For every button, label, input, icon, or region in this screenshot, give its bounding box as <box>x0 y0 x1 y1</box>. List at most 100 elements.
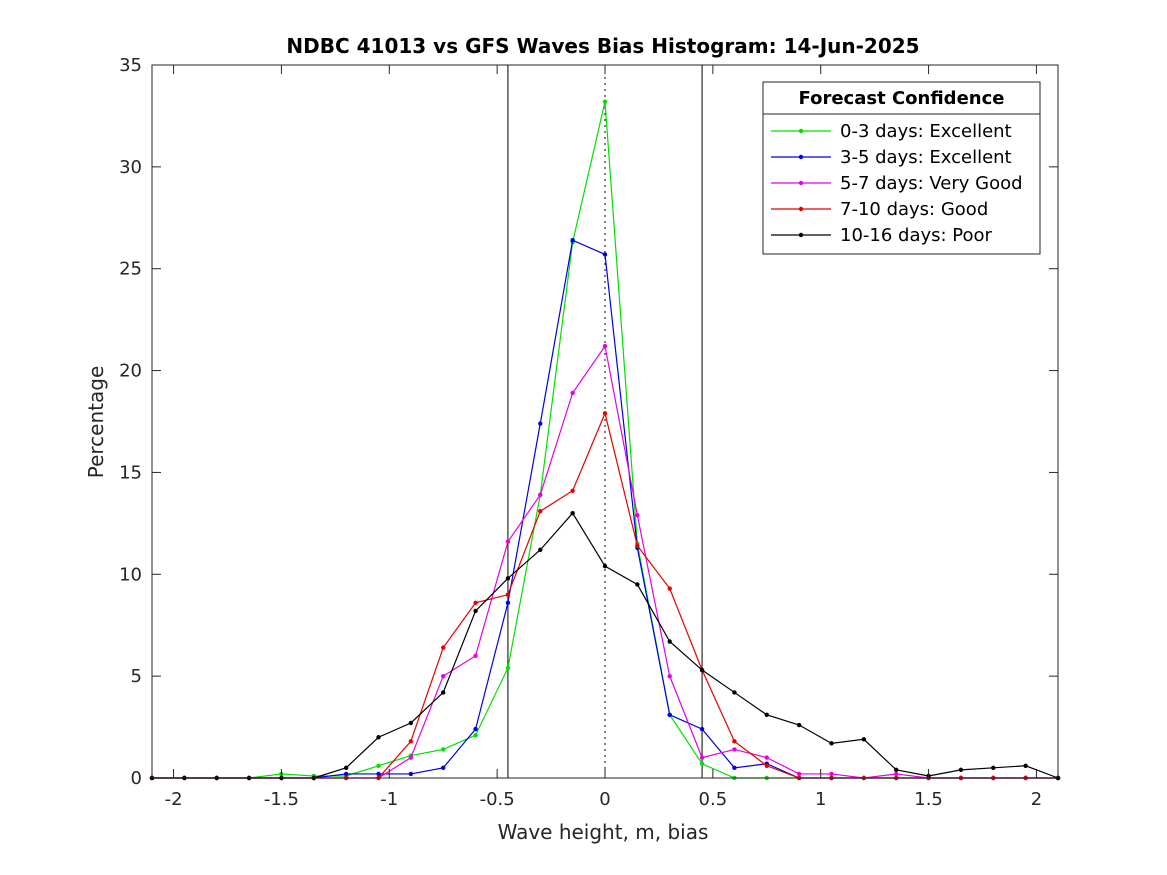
x-axis-label: Wave height, m, bias <box>498 820 709 844</box>
legend-swatch-marker <box>798 180 804 186</box>
x-tick-label: -2 <box>165 789 183 810</box>
legend-label: 10-16 days: Poor <box>840 225 993 246</box>
data-point <box>732 690 737 695</box>
data-point <box>505 576 511 581</box>
x-tick-label: 0 <box>599 789 610 810</box>
data-point <box>861 737 867 742</box>
data-point <box>958 767 964 773</box>
legend-title: Forecast Confidence <box>799 88 1005 109</box>
data-point <box>667 712 672 718</box>
data-point <box>505 600 511 606</box>
data-point <box>376 735 381 740</box>
y-tick-label: 0 <box>131 768 142 789</box>
data-point <box>473 600 478 606</box>
data-point <box>894 771 899 777</box>
data-point <box>570 488 575 493</box>
x-tick-label: -0.5 <box>480 789 515 810</box>
data-point <box>796 722 802 728</box>
legend-item-0: 0-3 days: Excellent <box>771 121 1012 142</box>
data-point <box>538 547 543 553</box>
legend: Forecast Confidence 0-3 days: Excellent 3-… <box>762 81 1041 255</box>
data-point <box>732 747 737 752</box>
data-point <box>570 510 575 516</box>
x-tick-label: 1 <box>815 789 826 810</box>
legend-item-2: 5-7 days: Very Good <box>771 173 1023 194</box>
data-point <box>343 765 349 771</box>
y-tick-label: 10 <box>119 564 142 585</box>
y-tick-label: 25 <box>119 259 142 280</box>
data-point <box>764 763 769 768</box>
legend-item-4: 10-16 days: Poor <box>771 225 993 246</box>
data-point <box>473 653 478 658</box>
data-point <box>505 539 511 544</box>
legend-item-3: 7-10 days: Good <box>771 199 988 220</box>
x-tick-label: -1.5 <box>264 789 299 810</box>
data-point <box>408 720 414 726</box>
data-point <box>732 739 737 744</box>
data-point <box>538 508 543 514</box>
data-point <box>473 726 478 732</box>
legend-label: 5-7 days: Very Good <box>840 173 1023 194</box>
data-point <box>699 761 705 766</box>
data-point <box>829 771 834 777</box>
y-tick-label: 15 <box>119 462 142 483</box>
x-tick-label: 0.5 <box>699 789 728 810</box>
legend-swatch-marker <box>798 128 804 134</box>
data-point <box>408 771 414 777</box>
data-point <box>602 252 608 257</box>
chart-title: NDBC 41013 vs GFS Waves Bias Histogram: … <box>286 34 919 58</box>
data-point <box>441 673 446 679</box>
data-point <box>570 390 575 396</box>
legend-box <box>762 81 1041 255</box>
data-point <box>667 639 672 644</box>
data-point <box>602 563 608 569</box>
data-point <box>796 771 802 777</box>
legend-swatch-marker <box>798 232 804 238</box>
data-point <box>505 665 511 671</box>
legend-label: 3-5 days: Excellent <box>840 147 1012 168</box>
data-point <box>699 755 705 760</box>
y-axis-label: Percentage <box>84 366 108 479</box>
data-point <box>699 667 705 673</box>
data-point <box>538 421 543 426</box>
data-point <box>376 763 381 768</box>
y-tick-label: 35 <box>119 55 142 76</box>
data-point <box>441 690 446 695</box>
x-tick-label: 2 <box>1031 789 1042 810</box>
data-point <box>732 765 737 771</box>
data-point <box>602 343 608 349</box>
data-point <box>635 513 640 518</box>
y-tick-label: 5 <box>131 666 142 687</box>
legend-item-1: 3-5 days: Excellent <box>771 147 1012 168</box>
data-point <box>667 673 672 679</box>
legend-swatch-marker <box>798 206 804 212</box>
data-point <box>441 765 446 771</box>
data-point <box>376 771 381 777</box>
data-point <box>991 765 996 771</box>
data-point <box>764 755 769 760</box>
legend-label: 0-3 days: Excellent <box>840 121 1012 142</box>
data-point <box>829 741 834 746</box>
data-point <box>473 733 478 738</box>
data-point <box>602 99 608 104</box>
series-4 <box>149 510 1061 781</box>
data-point <box>538 492 543 498</box>
legend-label: 7-10 days: Good <box>840 199 988 220</box>
data-point <box>505 592 511 597</box>
data-point <box>894 767 899 773</box>
data-point <box>441 747 446 752</box>
data-point <box>408 739 414 744</box>
x-tick-label: -1 <box>380 789 398 810</box>
data-point <box>408 755 414 760</box>
x-tick-label: 1.5 <box>914 789 943 810</box>
y-tick-label: 30 <box>119 157 142 178</box>
y-tick-label: 20 <box>119 361 142 382</box>
data-point <box>699 726 705 732</box>
data-point <box>1023 763 1028 768</box>
legend-swatch-marker <box>798 154 804 160</box>
reference-lines <box>507 65 703 778</box>
data-point <box>343 771 349 777</box>
data-point <box>635 582 640 587</box>
